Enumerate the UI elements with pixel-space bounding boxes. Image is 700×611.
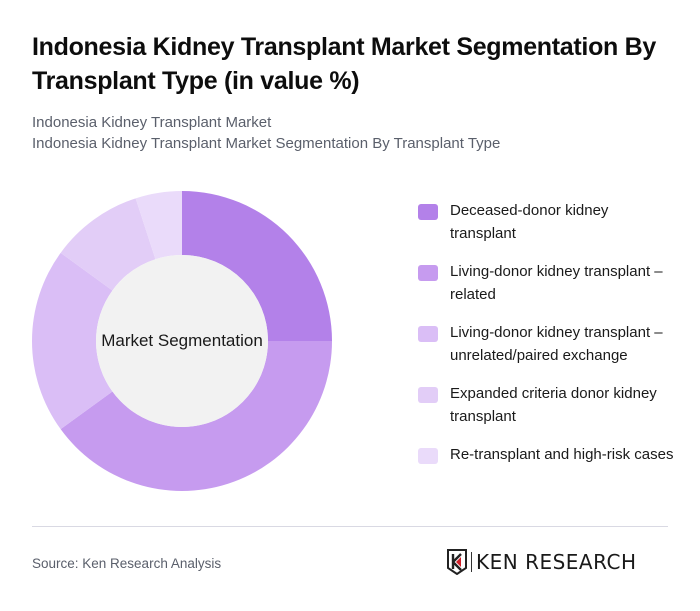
donut-chart: [32, 191, 332, 491]
legend-label: Deceased-donor kidney transplant: [450, 202, 609, 242]
legend-item-re-transplant: Re-transplant and high-risk cases: [418, 444, 678, 467]
legend-item-living-related: Living-donor kidney transplant – related: [418, 261, 678, 306]
chart-legend: Deceased-donor kidney transplant Living-…: [418, 200, 678, 483]
donut-segment[interactable]: [182, 191, 332, 341]
ken-shield-icon: [447, 549, 467, 575]
donut-segment[interactable]: [60, 341, 332, 491]
donut-center-label: Market Segmentation: [101, 331, 263, 350]
source-note: Source: Ken Research Analysis: [32, 556, 222, 571]
legend-swatch: [418, 204, 438, 220]
subtitle-line-2: Indonesia Kidney Transplant Market Segme…: [32, 135, 501, 152]
subtitle-line-1: Indonesia Kidney Transplant Market: [32, 114, 272, 131]
donut-segment[interactable]: [32, 252, 113, 430]
ken-research-logo: KEN RESEARCH: [447, 549, 637, 575]
donut-hole: [96, 255, 268, 427]
legend-label: Re-transplant and high-risk cases: [450, 446, 674, 463]
legend-item-living-unrelated: Living-donor kidney transplant – unrelat…: [418, 322, 678, 367]
donut-segment[interactable]: [60, 198, 156, 291]
logo-separator: [471, 552, 472, 572]
legend-swatch: [418, 387, 438, 403]
chart-title: Indonesia Kidney Transplant Market Segme…: [32, 33, 657, 95]
chart-subtitle: Indonesia Kidney Transplant Market Indon…: [32, 112, 500, 154]
donut-segment[interactable]: [135, 191, 182, 260]
legend-item-deceased-donor: Deceased-donor kidney transplant: [418, 200, 678, 245]
legend-label: Expanded criteria donor kidney transplan…: [450, 385, 657, 425]
legend-item-expanded-criteria: Expanded criteria donor kidney transplan…: [418, 383, 678, 428]
legend-label: Living-donor kidney transplant – unrelat…: [450, 324, 663, 364]
legend-swatch: [418, 326, 438, 342]
legend-label: Living-donor kidney transplant – related: [450, 263, 663, 303]
legend-swatch: [418, 448, 438, 464]
footer-divider: [32, 526, 668, 527]
logo-text: KEN RESEARCH: [476, 550, 637, 574]
legend-swatch: [418, 265, 438, 281]
